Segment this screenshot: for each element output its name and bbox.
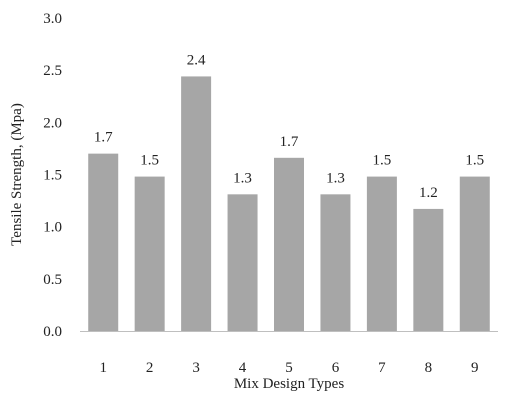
bar xyxy=(459,176,490,331)
y-axis-title: Tensile Strength, (Mpa) xyxy=(9,103,25,246)
data-label: 1.5 xyxy=(140,153,159,169)
data-label: 1.3 xyxy=(326,170,345,186)
data-label: 1.5 xyxy=(465,153,484,169)
data-label: 2.4 xyxy=(187,52,206,68)
data-label: 1.7 xyxy=(94,130,113,146)
y-axis-ticks: 0.0 0.5 1.0 1.5 2.0 2.5 3.0 xyxy=(43,11,62,340)
y-tick-label: 2.5 xyxy=(43,63,62,79)
bar xyxy=(320,194,351,331)
data-label: 1.7 xyxy=(280,134,299,150)
bar xyxy=(227,194,258,331)
x-tick-label: 7 xyxy=(378,360,386,376)
data-labels: 1.7 1.5 2.4 1.3 1.7 1.3 1.5 1.2 1.5 xyxy=(94,52,484,201)
x-axis-ticks: 1 2 3 4 5 6 7 8 9 xyxy=(99,360,478,376)
bar xyxy=(274,157,304,331)
x-tick-label: 8 xyxy=(425,360,433,376)
y-tick-label: 3.0 xyxy=(43,11,62,27)
x-tick-label: 3 xyxy=(192,360,200,376)
data-label: 1.3 xyxy=(233,170,252,186)
bars xyxy=(88,76,490,331)
data-label: 1.5 xyxy=(373,153,392,169)
x-tick-label: 6 xyxy=(332,360,340,376)
x-tick-label: 9 xyxy=(471,360,479,376)
y-tick-label: 2.0 xyxy=(43,115,62,131)
bar xyxy=(88,153,119,331)
x-tick-label: 1 xyxy=(99,360,107,376)
bar xyxy=(413,208,444,331)
bar xyxy=(134,176,165,331)
data-label: 1.2 xyxy=(419,185,438,201)
y-tick-label: 0.0 xyxy=(43,324,62,340)
x-tick-label: 4 xyxy=(239,360,247,376)
bar xyxy=(181,76,212,331)
y-tick-label: 1.5 xyxy=(43,168,62,184)
y-tick-label: 1.0 xyxy=(43,220,62,236)
x-tick-label: 5 xyxy=(285,360,293,376)
x-axis-title: Mix Design Types xyxy=(234,376,345,392)
y-tick-label: 0.5 xyxy=(43,272,62,288)
bar xyxy=(366,176,397,331)
x-tick-label: 2 xyxy=(146,360,154,376)
